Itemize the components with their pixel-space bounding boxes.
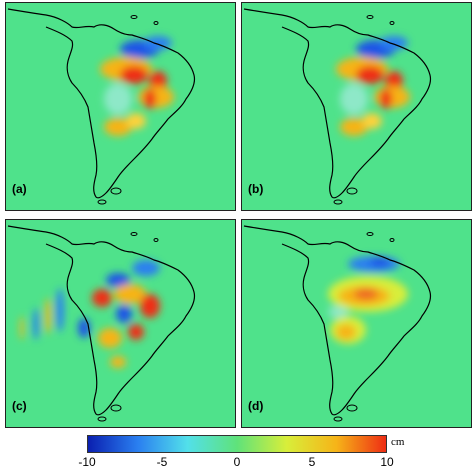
anomaly-blob (149, 71, 167, 91)
panel-label-d: (d) (248, 399, 264, 413)
anomaly-blob (362, 113, 382, 129)
map-c-svg (6, 220, 235, 427)
anomaly-blob (138, 86, 174, 108)
anomaly-blob (140, 294, 160, 318)
panel-label-c: (c) (12, 399, 27, 413)
coastline (243, 225, 432, 416)
island-outline (346, 404, 358, 412)
island-outline (153, 21, 159, 25)
island-outline (333, 416, 343, 422)
island-outline (97, 416, 107, 422)
anomaly-blob (128, 324, 144, 340)
anomaly-blob (132, 260, 160, 276)
anomaly-blob (120, 66, 148, 84)
anomaly-blob (380, 89, 392, 109)
map-panel-c: (c) (5, 219, 236, 428)
panel-label-b: (b) (248, 182, 264, 196)
anomaly-blob (98, 328, 122, 348)
colorbar-tick: 10 (380, 455, 394, 469)
island-outline (110, 187, 122, 195)
anomaly-blob (126, 113, 146, 129)
anomaly-blob (144, 89, 156, 109)
anomaly-blob (340, 83, 368, 115)
anomaly-blob (106, 273, 130, 287)
anomaly-blob (328, 306, 348, 318)
anomaly-field (20, 260, 160, 368)
island-outline (153, 238, 159, 242)
island-outline (389, 238, 395, 242)
anomaly-blob (356, 66, 384, 84)
colorbar-tick: 5 (308, 455, 316, 469)
anomaly-blob (116, 305, 132, 323)
island-outline (389, 21, 395, 25)
colorbar-tick: -5 (156, 455, 168, 469)
anomaly-blob (385, 71, 403, 91)
anomaly-blob (340, 118, 368, 136)
map-panel-a: (a) (5, 2, 236, 211)
colorbar-gradient (87, 435, 387, 453)
anomaly-blob (104, 118, 132, 136)
island-outline (130, 232, 138, 236)
anomaly-field (336, 36, 410, 136)
coastline (7, 8, 196, 199)
anomaly-blob (374, 86, 410, 108)
anomaly-blob (92, 289, 112, 307)
coastline (7, 225, 196, 416)
map-panel-d: (d) (241, 219, 472, 428)
anomaly-blob (336, 324, 356, 340)
anomaly-blob (33, 308, 39, 340)
island-outline (346, 187, 358, 195)
island-outline (97, 199, 107, 205)
island-outline (366, 232, 374, 236)
island-outline (110, 404, 122, 412)
colorbar-tick: -10 (78, 455, 96, 469)
island-outline (333, 199, 343, 205)
anomaly-blob (45, 298, 51, 334)
anomaly-field (100, 36, 174, 136)
map-background (6, 220, 235, 427)
map-b-svg (242, 3, 471, 210)
coastline (243, 8, 432, 199)
map-panel-b: (b) (241, 2, 472, 211)
anomaly-blob (110, 356, 126, 368)
island-outline (366, 15, 374, 19)
anomaly-blob (20, 316, 24, 340)
anomaly-blob (104, 83, 132, 115)
colorbar: -10 -5 0 5 10 (78, 435, 394, 471)
panel-label-a: (a) (12, 182, 27, 196)
island-outline (130, 15, 138, 19)
map-d-svg (242, 220, 471, 427)
anomaly-field (328, 256, 408, 344)
anomaly-blob (114, 284, 146, 304)
anomaly-blob (354, 288, 378, 300)
colorbar-unit: cm (391, 436, 405, 448)
anomaly-blob (56, 288, 64, 332)
colorbar-tick: 0 (233, 455, 241, 469)
map-a-svg (6, 3, 235, 210)
anomaly-blob (370, 257, 390, 267)
